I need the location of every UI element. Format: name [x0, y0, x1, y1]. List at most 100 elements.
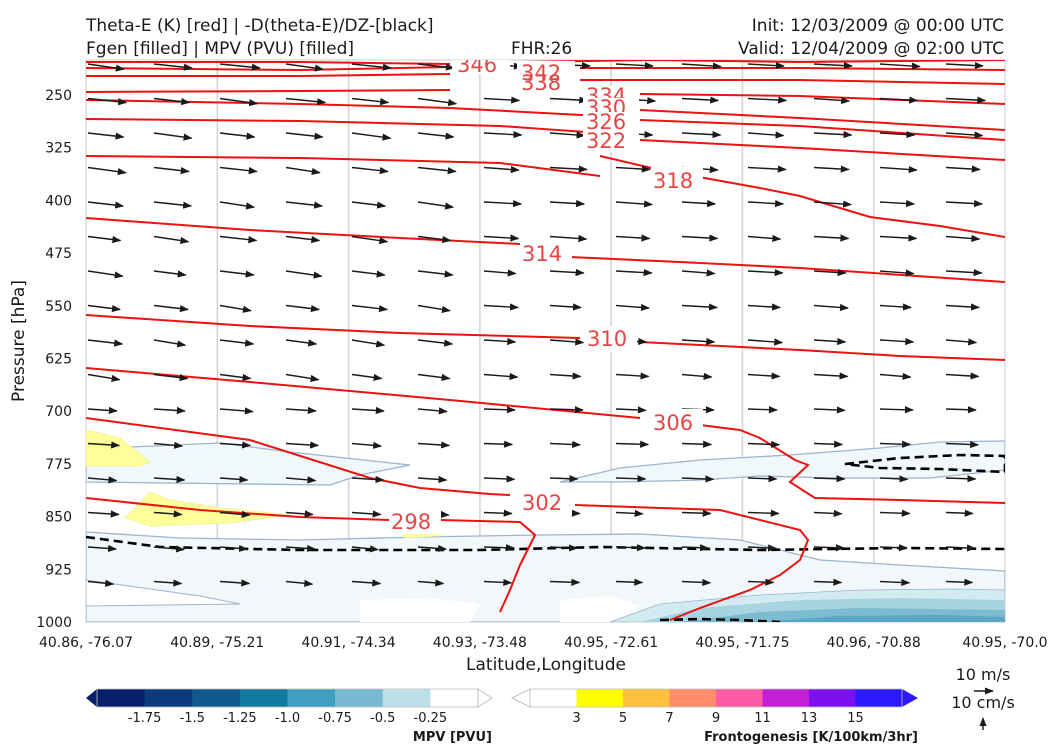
wind-arrow [681, 269, 716, 277]
wind-arrow [351, 406, 385, 415]
wind-arrow [87, 579, 115, 587]
wind-arrow [813, 440, 844, 448]
wind-arrow [945, 475, 977, 483]
wind-arrow [879, 578, 911, 587]
wind-arrow [153, 545, 186, 553]
wind-arrow [879, 406, 914, 414]
wind-arrow [549, 544, 579, 552]
wind-arrow [945, 165, 981, 173]
wind-arrow [483, 372, 519, 381]
wind-arrow [219, 201, 256, 210]
wind-arrow [879, 62, 921, 70]
wind-arrow [813, 268, 847, 277]
wind-arrow [747, 544, 778, 552]
svg-text:314: 314 [522, 242, 562, 266]
wind-arrow [417, 407, 448, 415]
wind-arrow [87, 510, 120, 518]
wind-arrow [219, 475, 249, 484]
wind-key-speed: 10 m/s [956, 665, 1011, 684]
wind-arrow [747, 165, 787, 173]
wind-arrow [285, 579, 314, 587]
wind-arrow [417, 97, 458, 107]
wind-arrow [483, 165, 520, 174]
fgen-colorbar-frame [529, 688, 903, 708]
plot-area [85, 59, 1006, 623]
wind-arrow [87, 201, 125, 209]
wind-arrow [945, 338, 978, 346]
wind-arrow [417, 270, 454, 278]
theta-e-contours [86, 60, 1005, 621]
wind-arrow [945, 61, 984, 70]
mpv-colorbar-tick: -0.5 [370, 711, 395, 726]
wind-arrow [483, 509, 513, 517]
wind-arrow [483, 475, 516, 483]
mpv-colorbar-segment [287, 689, 336, 707]
wind-arrow [219, 63, 261, 71]
wind-arrow [417, 166, 457, 175]
wind-arrow [351, 132, 392, 141]
theta-e-labels: 346 342 338 334 330 326 322 318 314 310 … [389, 60, 703, 534]
mpv-colorbar-tick: -1.25 [223, 711, 257, 726]
fgen-colorbar-segment [576, 689, 624, 707]
mpv-colorbar-segment [97, 689, 146, 707]
fgen-colorbar-tick: 9 [712, 711, 720, 726]
wind-arrow [615, 268, 653, 277]
grid-lines [216, 60, 875, 622]
wind-arrow [219, 235, 258, 244]
wind-arrow [615, 475, 647, 483]
wind-arrow [285, 304, 320, 313]
wind-arrow [813, 130, 853, 139]
wind-arrow [285, 201, 324, 209]
svg-text:318: 318 [653, 169, 693, 193]
wind-arrow [87, 63, 125, 72]
wind-arrow [747, 268, 784, 277]
wind-arrow [747, 440, 781, 449]
fgen-colorbar-segment [530, 689, 577, 707]
wind-arrow [879, 509, 911, 517]
wind-arrow [681, 372, 713, 380]
wind-arrow [813, 475, 846, 483]
wind-arrow [615, 440, 650, 448]
y-tick-label: 625 [45, 352, 72, 368]
x-tick-label: 40.91, -74.34 [302, 635, 396, 651]
wind-arrow [945, 509, 974, 517]
wind-arrow [153, 406, 186, 415]
wind-arrow [681, 544, 710, 552]
mpv-colorbar-segment [144, 689, 193, 707]
wind-arrow [483, 440, 514, 448]
wind-arrow [945, 406, 977, 414]
wind-arrow [879, 475, 909, 483]
mpv-colorbar-segment [335, 689, 384, 707]
wind-arrow [747, 199, 785, 208]
mpv-colorbar-min-extension [86, 689, 97, 707]
wind-arrow [945, 131, 984, 139]
mpv-colorbar-segment [382, 689, 431, 707]
wind-arrow [615, 200, 654, 208]
x-tick-label: 40.95, -72.61 [564, 635, 658, 651]
x-tick-label: 40.89, -75.21 [170, 635, 264, 651]
wind-arrow [879, 303, 912, 311]
y-tick-label: 325 [45, 141, 72, 157]
fgen-colorbar-min-extension [510, 688, 531, 708]
wind-arrow [87, 339, 124, 347]
wind-arrow [219, 304, 252, 313]
wind-arrow [351, 166, 389, 175]
wind-arrow [351, 475, 385, 484]
wind-key-vertical: 10 cm/s [951, 693, 1015, 712]
wind-arrow [813, 372, 849, 380]
wind-arrow [219, 270, 255, 278]
wind-arrow [417, 544, 448, 553]
wind-arrow [285, 166, 321, 176]
y-tick-label: 1000 [36, 615, 72, 631]
wind-arrow [417, 441, 451, 449]
wind-arrow [153, 510, 183, 518]
x-tick-label: 40.96, -70.88 [827, 635, 921, 651]
wind-arrow [285, 406, 317, 415]
x-tick-label: 40.93, -73.48 [433, 635, 527, 651]
wind-arrow [945, 199, 984, 208]
fgen-colorbar-tick: 7 [665, 711, 673, 726]
wind-arrow [87, 166, 127, 176]
wind-arrow [153, 63, 193, 71]
title-line-1: Theta-E (K) [red] | -D(theta-E)/DZ-[blac… [85, 16, 434, 36]
wind-arrow [879, 337, 915, 346]
